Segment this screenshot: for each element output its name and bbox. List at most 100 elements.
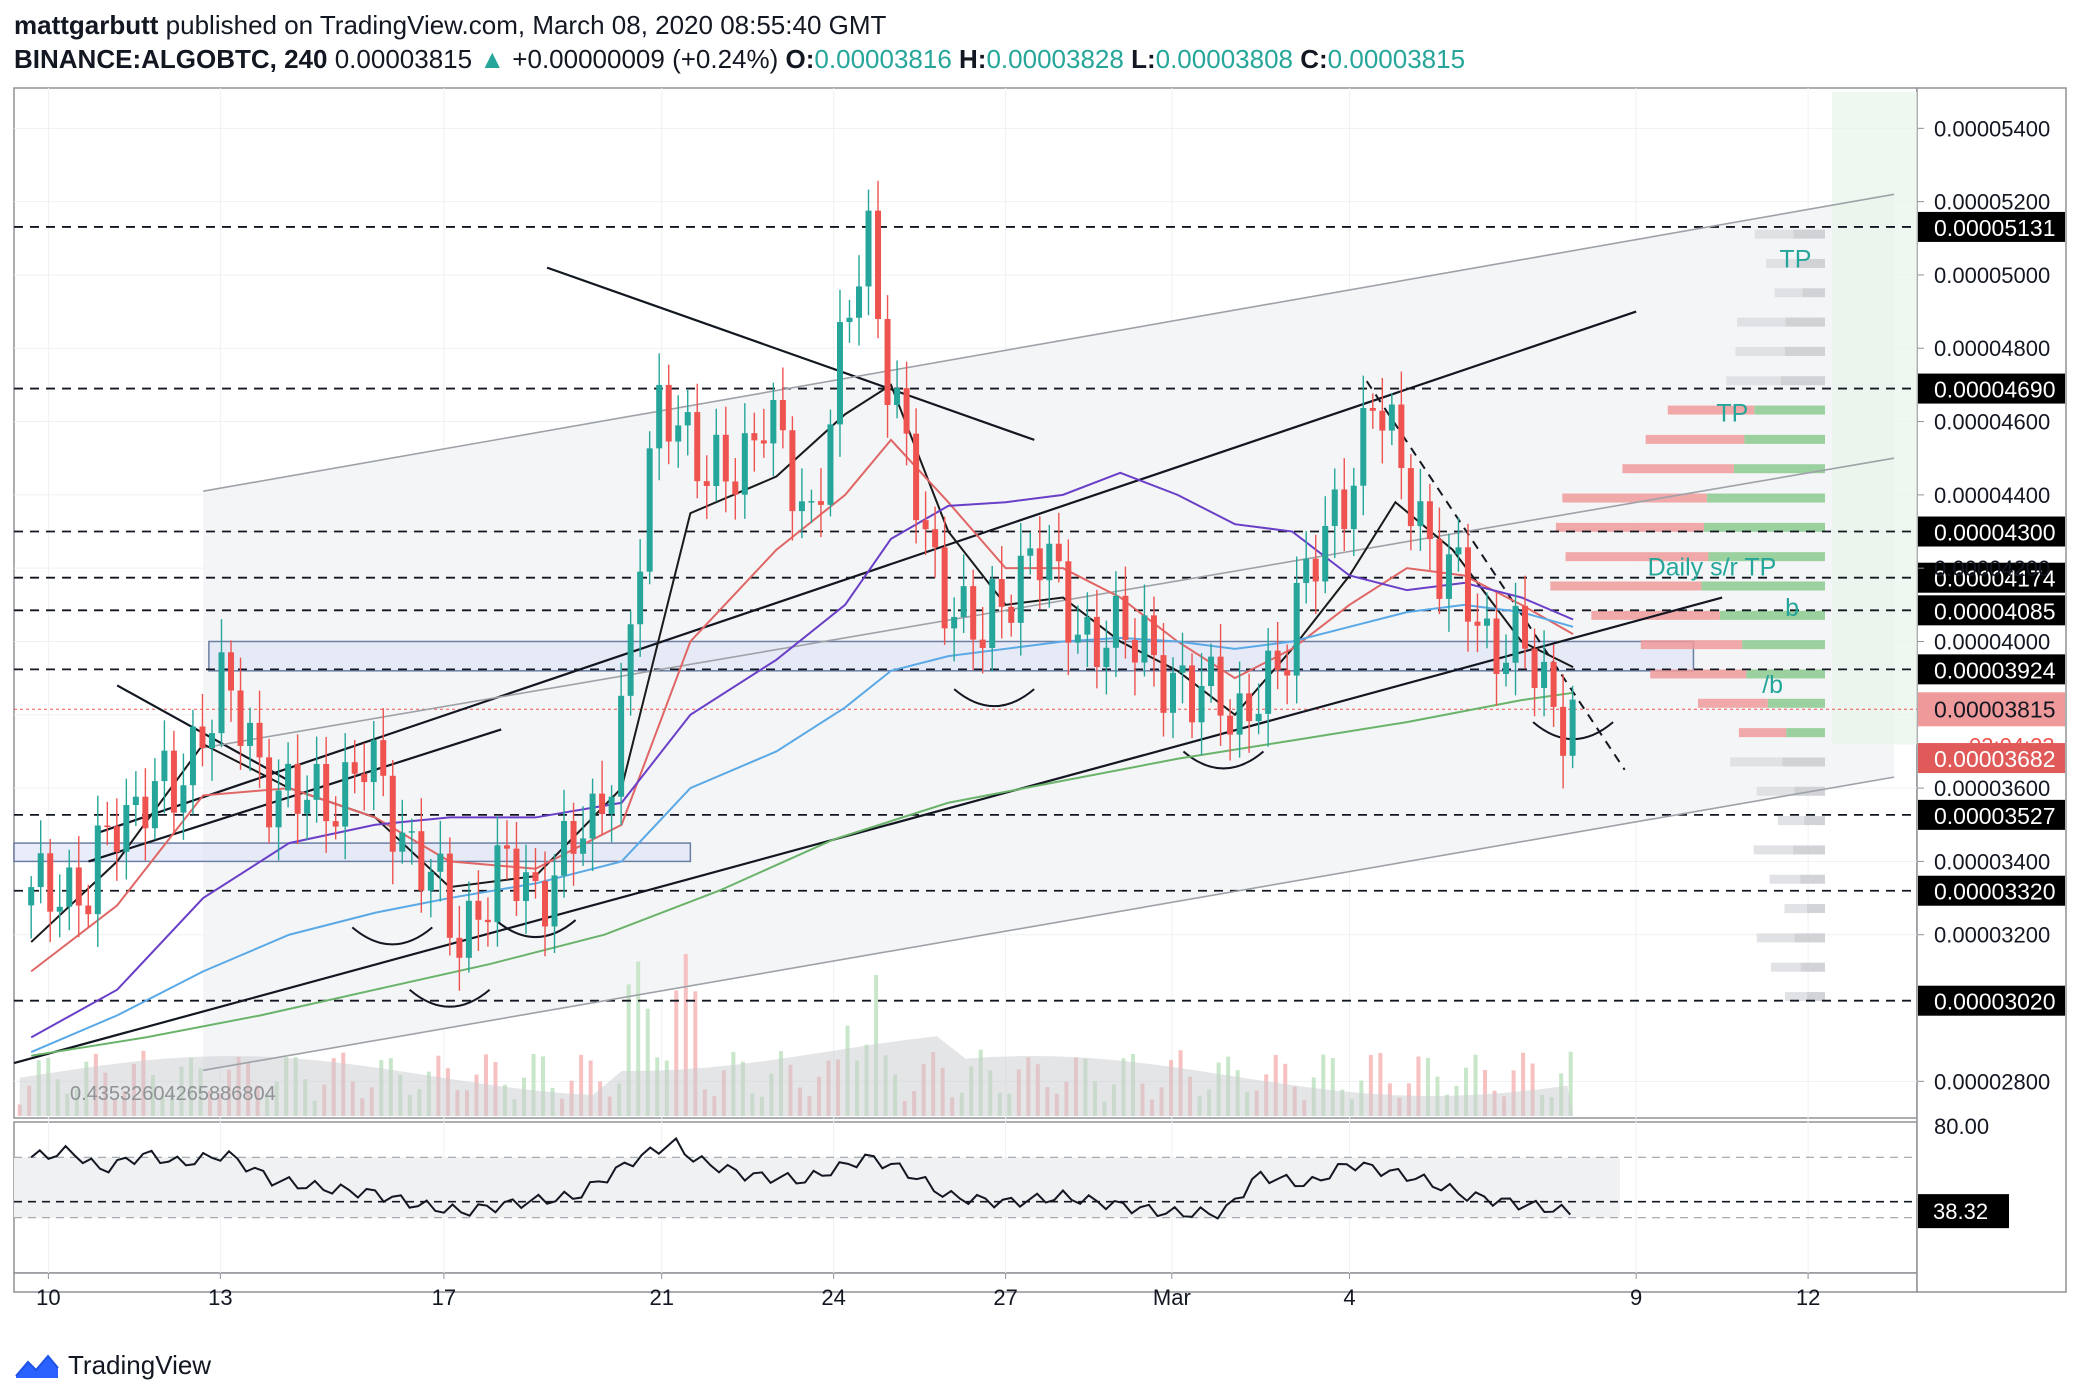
footer-brand[interactable]: TradingView xyxy=(14,1350,211,1381)
candle-body xyxy=(1093,616,1100,668)
candle-body xyxy=(199,726,206,748)
volume-histogram: 0.43532604265886804 xyxy=(17,953,1574,1116)
profile-bar-down xyxy=(1774,288,1803,298)
profile-bar-down xyxy=(1766,258,1799,268)
candle-body xyxy=(561,821,568,876)
candle-body xyxy=(1560,706,1567,756)
candle-body xyxy=(856,286,863,318)
highlight-zone xyxy=(1832,92,1917,745)
candle-body xyxy=(85,905,92,915)
open-label: O: xyxy=(785,44,815,74)
level-label-bg xyxy=(1918,985,2065,1016)
profile-bar-down xyxy=(1777,816,1804,826)
publisher-name[interactable]: mattgarbutt xyxy=(14,10,159,40)
price-tick-label: 0.00004200 xyxy=(1934,556,2050,581)
candle-body xyxy=(1274,650,1281,670)
candle-body xyxy=(646,448,653,572)
candle-body xyxy=(361,773,368,783)
rsi-last-label: 38.32 xyxy=(1933,1199,1988,1224)
candle-body xyxy=(1208,656,1215,687)
profile-bar-up xyxy=(1767,698,1825,708)
volume-bar xyxy=(626,984,631,1116)
candle-body xyxy=(1303,558,1310,583)
candle-body xyxy=(1293,582,1300,676)
profile-bar-down xyxy=(1562,493,1707,503)
candle-body xyxy=(665,384,672,442)
candle-body xyxy=(342,762,349,827)
candle-body xyxy=(313,763,320,800)
annotation-text: Daily s/r TP xyxy=(1648,554,1777,582)
candle-body xyxy=(1103,647,1110,668)
volume-bar xyxy=(1473,1054,1478,1116)
candle-body xyxy=(989,579,996,648)
rsi-pane: 80.00 38.32 xyxy=(14,1114,2009,1229)
close-label: C: xyxy=(1300,44,1328,74)
candle-body xyxy=(1503,662,1510,674)
candle-body xyxy=(751,433,758,441)
pattern-arc xyxy=(953,688,1035,708)
time-tick-label: 10 xyxy=(36,1285,60,1310)
moving-average-line xyxy=(31,691,1574,1057)
candle-body xyxy=(1483,618,1490,626)
pattern-arc xyxy=(351,926,433,946)
volume-bar xyxy=(1321,1054,1326,1116)
candle-body xyxy=(608,796,615,815)
volume-ma-area xyxy=(19,1036,1574,1116)
candle-body xyxy=(66,867,73,907)
profile-bar-down xyxy=(1697,698,1768,708)
candle-body xyxy=(189,726,196,786)
candle-body xyxy=(922,520,929,530)
candle-body xyxy=(513,848,520,902)
candle-body xyxy=(1312,558,1319,582)
candle-body xyxy=(475,900,482,920)
candle-body xyxy=(817,501,824,505)
candle-body xyxy=(1198,686,1205,723)
profile-bar-up xyxy=(1800,962,1825,972)
pattern-arc xyxy=(494,919,577,939)
price-tick-label: 0.00003600 xyxy=(1934,776,2050,801)
profile-bar-up xyxy=(1746,669,1825,679)
candles xyxy=(28,180,1576,991)
candle-body xyxy=(770,399,777,444)
level-label-bg xyxy=(1918,211,2065,242)
candle-body xyxy=(1112,595,1119,648)
candle-body xyxy=(599,793,606,815)
candle-body xyxy=(237,690,244,746)
candle-body xyxy=(170,750,177,813)
annotation-text: TP xyxy=(1716,400,1748,428)
profile-bar-up xyxy=(1780,376,1825,386)
candle-body xyxy=(285,763,292,791)
level-label: 0.00004300 xyxy=(1934,520,2056,546)
candle-body xyxy=(1246,693,1253,722)
level-label: 0.00003020 xyxy=(1934,989,2056,1015)
annotation-text: TP xyxy=(1779,246,1811,274)
profile-bar-down xyxy=(1622,464,1734,474)
profile-bar-up xyxy=(1703,522,1825,532)
symbol-name: BINANCE:ALGOBTC, 240 xyxy=(14,44,328,74)
profile-bar-down xyxy=(1737,317,1786,327)
profile-bar-up xyxy=(1806,992,1825,1002)
trendline-faint xyxy=(203,776,1895,1072)
level-label-bg xyxy=(1918,516,2065,547)
open-value: 0.00003816 xyxy=(814,44,952,74)
candle-body xyxy=(618,695,625,797)
level-label: 0.00005131 xyxy=(1934,215,2056,241)
candle-body xyxy=(542,881,549,927)
candle-body xyxy=(456,937,463,958)
level-label-bg xyxy=(1918,799,2065,830)
profile-bar-up xyxy=(1806,904,1825,914)
moving-average-line xyxy=(30,603,1574,1053)
profile-bar-up xyxy=(1708,552,1825,562)
level-label: 0.00004174 xyxy=(1934,566,2056,592)
published-text: published on TradingView.com, March 08, … xyxy=(165,10,887,40)
profile-bar-up xyxy=(1719,610,1825,620)
close-value: 0.00003815 xyxy=(1327,44,1466,74)
volume-bar xyxy=(1425,1057,1430,1116)
candle-body xyxy=(1569,699,1576,756)
candle-body xyxy=(351,762,358,774)
volume-bar xyxy=(1378,1052,1383,1116)
candle-body xyxy=(484,919,491,923)
price-tick-label: 0.00003200 xyxy=(1934,923,2050,948)
candle-body xyxy=(932,529,939,548)
